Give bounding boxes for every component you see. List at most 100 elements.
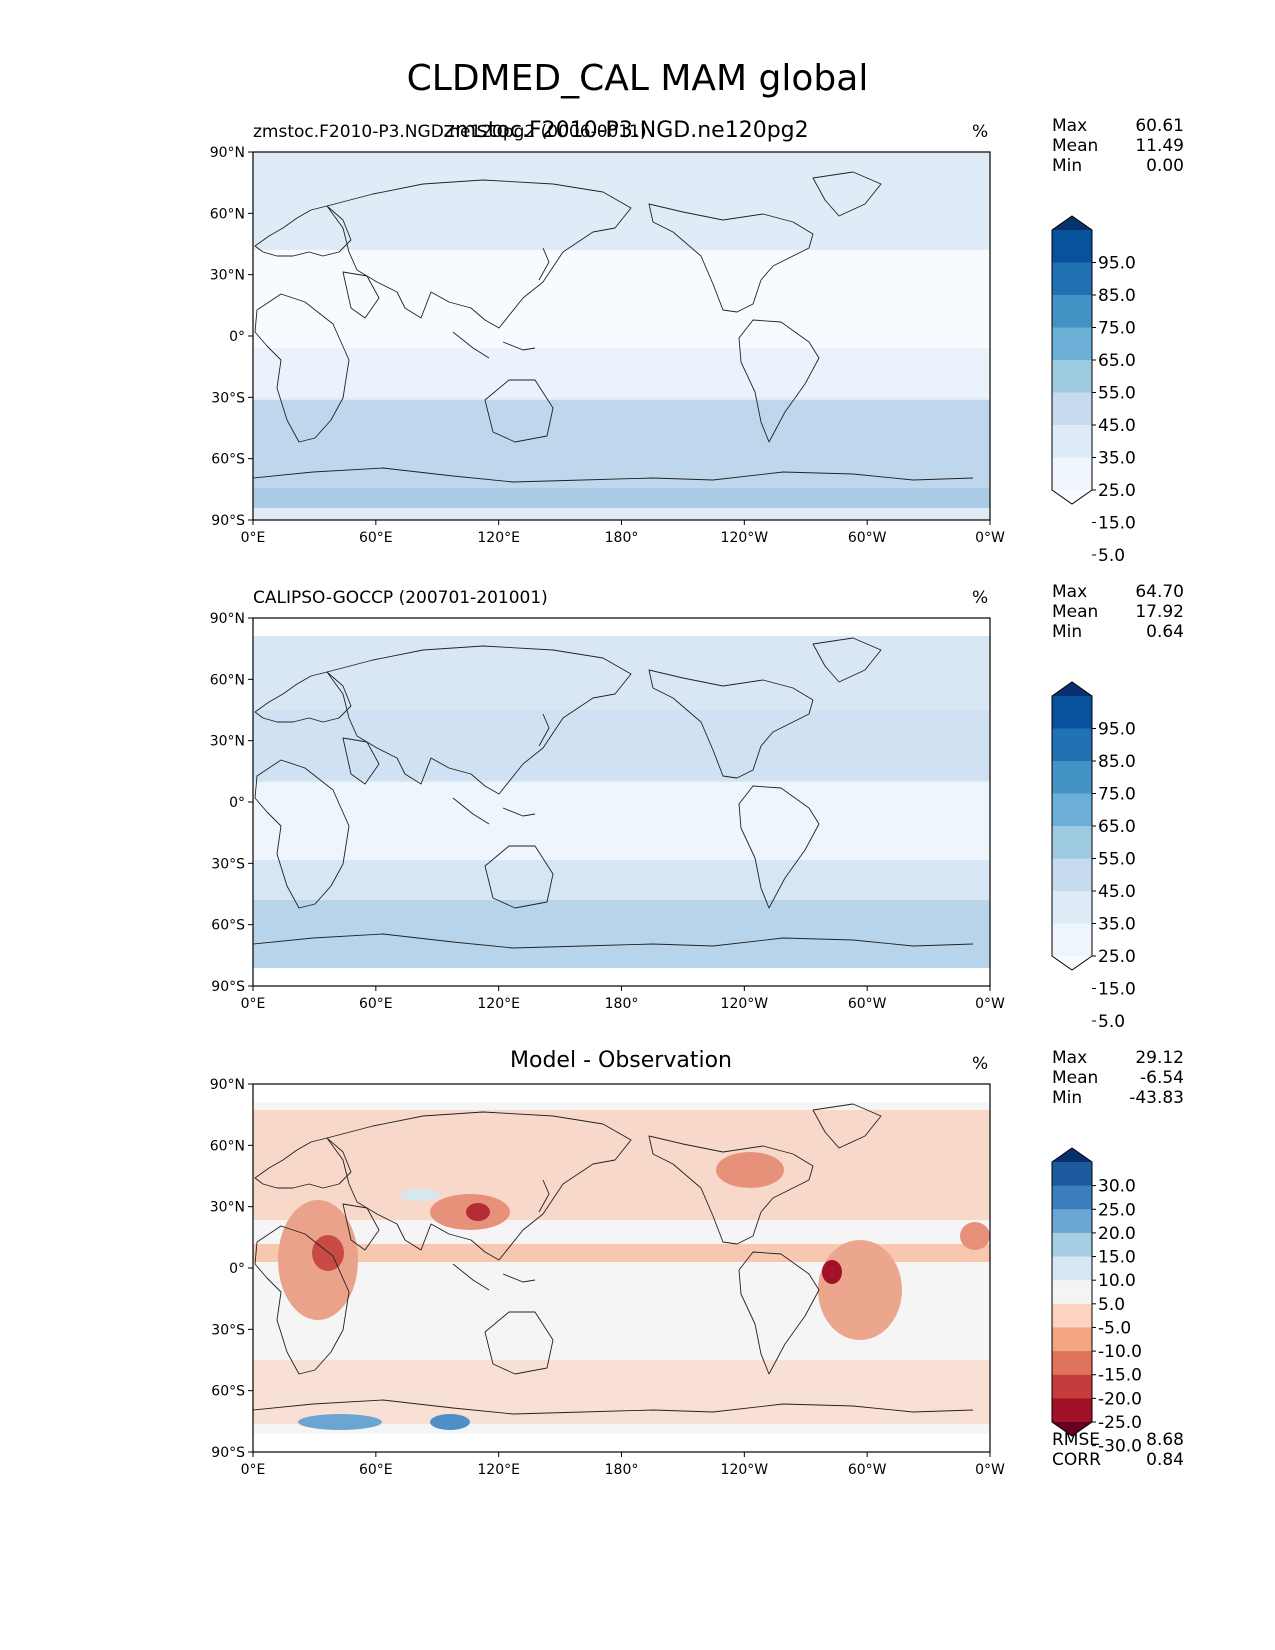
lon-tick-label: 0°W <box>975 1462 1005 1478</box>
colorbar-label: 55.0 <box>1098 384 1136 404</box>
stat-value: 60.61 <box>1135 116 1184 136</box>
colorbar-bin <box>1052 728 1092 762</box>
colorbar-label: -10.0 <box>1098 1342 1142 1362</box>
lat-tick-label: 0° <box>229 329 245 345</box>
lat-tick-label: 90°N <box>210 145 245 161</box>
lon-tick-label: 60°E <box>359 1462 393 1478</box>
colorbar-label: 25.0 <box>1098 947 1136 967</box>
lat-tick-label: 90°S <box>211 513 245 529</box>
colorbar-extend-bottom <box>1052 490 1092 504</box>
lat-tick-label: 90°N <box>210 611 245 627</box>
stat-value: 0.64 <box>1146 622 1184 642</box>
lat-tick-label: 30°N <box>210 268 245 284</box>
colorbar-extend-top <box>1052 682 1092 696</box>
stat-label: Min <box>1052 622 1083 642</box>
panel3-metrics: RMSE 8.68 CORR 0.84 <box>1052 1430 1184 1470</box>
colorbar-label: 25.0 <box>1098 481 1136 501</box>
colorbar-extend-bottom <box>1052 956 1092 970</box>
colorbar-bin <box>1052 891 1092 924</box>
colorbar-label: 45.0 <box>1098 416 1136 436</box>
overlay-title: zmstoc.F2010-P3.NGD.ne120pg2 <box>443 118 809 143</box>
lat-tick-label: 30°S <box>211 390 245 406</box>
metric-label: RMSE <box>1052 1430 1101 1450</box>
colorbar-label: 35.0 <box>1098 449 1136 469</box>
colorbar-bin <box>1052 327 1092 361</box>
panel3-map <box>252 1083 991 1453</box>
panel2-title: CALIPSO-GOCCP (200701-201001) <box>253 588 548 608</box>
colorbar-extend-top <box>1052 1148 1092 1162</box>
colorbar-label: 85.0 <box>1098 752 1136 772</box>
stat-label: Min <box>1052 1088 1083 1108</box>
lon-tick-label: 180° <box>605 530 639 546</box>
colorbar-bin <box>1052 457 1092 491</box>
colorbar-label: -15.0 <box>1098 1366 1142 1386</box>
lon-tick-label: 0°W <box>975 996 1005 1012</box>
lat-tick-label: 90°S <box>211 979 245 995</box>
colorbar-bin <box>1052 295 1092 328</box>
colorbar-label: -20.0 <box>1098 1389 1142 1409</box>
stat-label: Max <box>1052 582 1088 602</box>
colorbar-bin <box>1052 1327 1092 1352</box>
colorbar-label: 95.0 <box>1098 254 1136 274</box>
stat-value: 29.12 <box>1135 1048 1184 1068</box>
lon-tick-label: 120°E <box>477 996 520 1012</box>
colorbar-label: 65.0 <box>1098 817 1136 837</box>
stat-label: Mean <box>1052 136 1099 156</box>
lat-tick-label: 0° <box>229 795 245 811</box>
colorbar-bin <box>1052 1232 1092 1258</box>
metric-label: CORR <box>1052 1450 1101 1470</box>
colorbar-outline <box>1051 681 1093 971</box>
colorbar-label: 25.0 <box>1098 1200 1136 1220</box>
lat-tick-label: 30°N <box>210 734 245 750</box>
colorbar-label: -5.0 <box>1098 1318 1131 1338</box>
colorbar-extend-top <box>1052 216 1092 230</box>
stat-value: 17.92 <box>1135 602 1184 622</box>
colorbar-bin <box>1052 1162 1092 1187</box>
colorbar-label: 45.0 <box>1098 882 1136 902</box>
colorbar-bin <box>1052 392 1092 426</box>
colorbar-label: 95.0 <box>1098 720 1136 740</box>
colorbar-bin <box>1052 1303 1092 1328</box>
stat-value: -6.54 <box>1140 1068 1184 1088</box>
colorbar-bin <box>1052 1280 1092 1305</box>
lon-tick-label: 120°W <box>721 530 769 546</box>
lat-tick-label: 30°S <box>211 1322 245 1338</box>
panel1-stats: Max 60.61 Mean 11.49 Min 0.00 <box>1052 116 1184 176</box>
colorbar-bin <box>1052 262 1092 296</box>
lat-tick-label: 60°S <box>211 918 245 934</box>
colorbar-bin <box>1052 1398 1092 1423</box>
metric-value: 0.84 <box>1146 1450 1184 1470</box>
lat-tick-label: 30°S <box>211 856 245 872</box>
lon-tick-label: 60°W <box>848 996 887 1012</box>
stat-label: Max <box>1052 116 1088 136</box>
lat-tick-label: 60°N <box>210 1138 245 1154</box>
colorbar: 30.0 25.0 20.0 15.0 10.0 5.0 -5.0 -10.0 -15.0 -20… <box>1051 1147 1142 1457</box>
lon-tick-label: 180° <box>605 996 639 1012</box>
stat-label: Mean <box>1052 602 1099 622</box>
lon-tick-label: 120°W <box>721 996 769 1012</box>
colorbar-label: 65.0 <box>1098 351 1136 371</box>
lon-tick-label: 60°W <box>848 1462 887 1478</box>
lon-tick-label: 120°W <box>721 1462 769 1478</box>
lon-tick-label: 120°E <box>477 530 520 546</box>
panel2-stats: Max 64.70 Mean 17.92 Min 0.64 <box>1052 582 1184 642</box>
colorbar-label: 5.0 <box>1098 546 1125 566</box>
lat-tick-label: 0° <box>229 1261 245 1277</box>
lon-tick-label: 60°E <box>359 530 393 546</box>
panel1-title: zmstoc.F2010-P3.NGD.ne120pg2 (0006-0011) <box>253 122 647 142</box>
stat-value: 0.00 <box>1146 156 1184 176</box>
panel1-units: % <box>972 122 989 142</box>
lat-tick-label: 90°S <box>211 1445 245 1461</box>
stat-label: Mean <box>1052 1068 1099 1088</box>
stat-label: Max <box>1052 1048 1088 1068</box>
colorbar-bin <box>1052 230 1092 263</box>
panel2-units: % <box>972 588 989 608</box>
lat-tick-label: 90°N <box>210 1077 245 1093</box>
colorbar-bin <box>1052 1374 1092 1399</box>
colorbar-bin <box>1052 696 1092 729</box>
lat-tick-label: 60°N <box>210 672 245 688</box>
colorbar-label: 55.0 <box>1098 850 1136 870</box>
lon-tick-label: 0°E <box>241 530 266 546</box>
colorbar-label: 75.0 <box>1098 785 1136 805</box>
